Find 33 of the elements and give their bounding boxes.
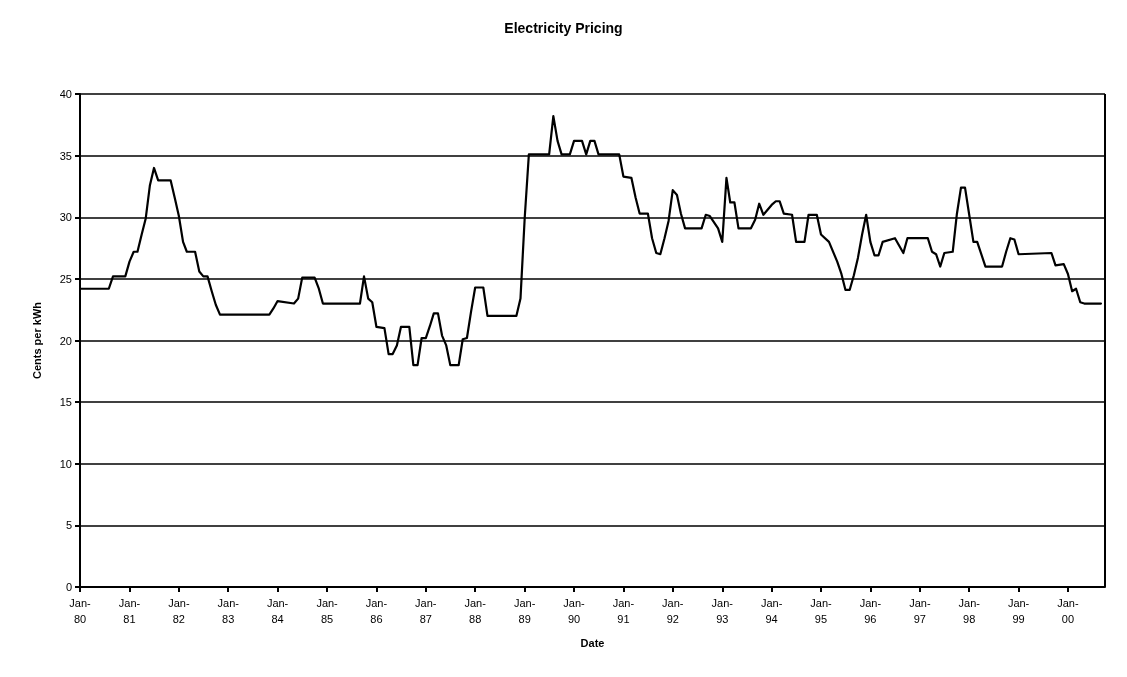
y-tick-label: 0 — [65, 581, 72, 593]
x-tick-label: Jan-00 — [1057, 597, 1079, 625]
y-axis-title: Cents per kWh — [30, 301, 43, 380]
x-tick-label: Jan-84 — [266, 597, 289, 625]
x-tick-label: Jan-91 — [612, 597, 635, 625]
y-tick-label: 20 — [59, 334, 72, 347]
x-tick-label: Jan-81 — [118, 597, 141, 625]
y-tick-label: 10 — [59, 457, 72, 470]
x-tick-label: Jan-97 — [909, 597, 931, 625]
x-axis-title: Date — [580, 636, 605, 649]
x-tick-label: Jan-96 — [859, 597, 882, 625]
chart-title: Electricity Pricing — [504, 20, 623, 36]
x-tick-label: Jan-93 — [711, 597, 734, 625]
x-tick-label: Jan-95 — [810, 597, 833, 625]
x-tick-label: Jan-86 — [365, 597, 388, 625]
x-tick-label: Jan-98 — [958, 597, 981, 625]
x-tick-label: Jan-92 — [662, 597, 684, 625]
y-tick-label: 25 — [59, 272, 72, 285]
x-tick-label: Jan-85 — [316, 597, 339, 625]
x-tick-label: Jan-88 — [464, 597, 487, 625]
y-tick-label: 35 — [59, 149, 72, 162]
y-tick-label: 5 — [65, 519, 72, 532]
y-tick-label: 30 — [59, 211, 72, 224]
y-tick-label: 40 — [59, 88, 72, 100]
x-tick-label: Jan-99 — [1007, 597, 1030, 625]
x-tick-label: Jan-87 — [415, 597, 437, 625]
x-tick-label: Jan-82 — [168, 597, 190, 625]
x-tick-label: Jan-90 — [563, 597, 586, 625]
x-tick-label: Jan-80 — [69, 597, 92, 625]
x-tick-label: Jan-94 — [760, 597, 783, 625]
x-tick-label: Jan-89 — [513, 597, 536, 625]
y-tick-label: 15 — [59, 396, 72, 409]
x-tick-label: Jan-83 — [217, 597, 240, 625]
